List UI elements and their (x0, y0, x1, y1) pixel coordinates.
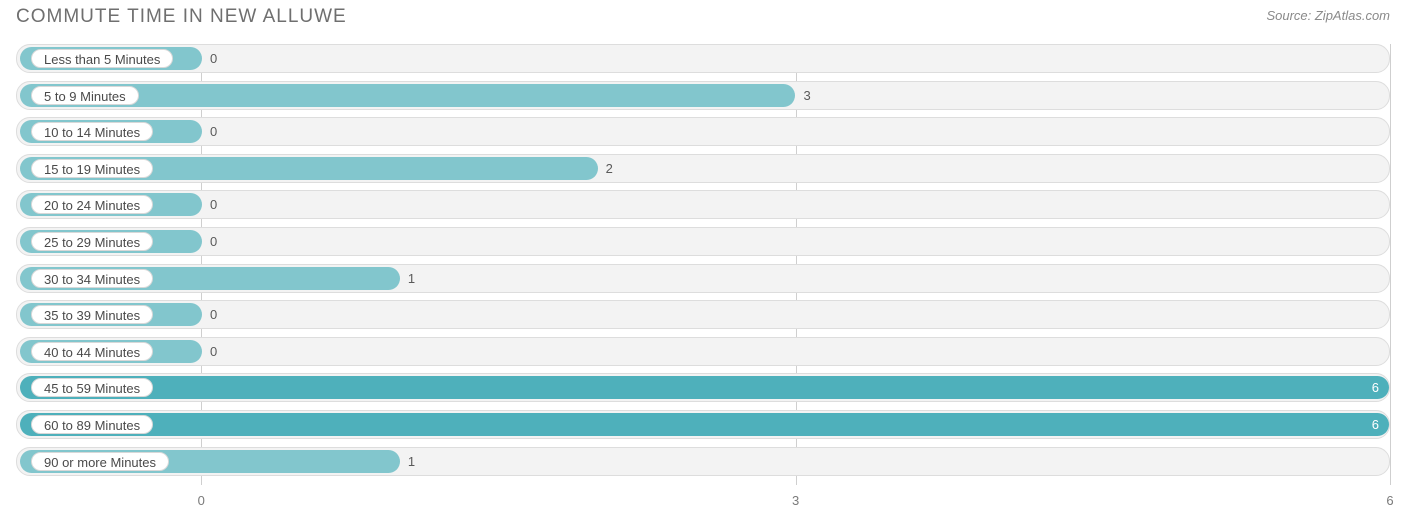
x-axis: 0 3 6 (16, 493, 1390, 513)
bar-row: 60 to 89 Minutes 6 (16, 410, 1390, 439)
value-label: 0 (210, 191, 217, 218)
category-label: 60 to 89 Minutes (31, 415, 153, 434)
chart-title: COMMUTE TIME IN NEW ALLUWE (16, 6, 347, 28)
category-label: 40 to 44 Minutes (31, 342, 153, 361)
value-label: 0 (210, 228, 217, 255)
x-axis-tick: 0 (198, 493, 205, 508)
bar-row: 25 to 29 Minutes 0 (16, 227, 1390, 256)
source-attribution: Source: ZipAtlas.com (1266, 6, 1390, 23)
value-label: 6 (1372, 374, 1379, 401)
category-label: 30 to 34 Minutes (31, 269, 153, 288)
category-label: 5 to 9 Minutes (31, 86, 139, 105)
value-label: 1 (408, 265, 415, 292)
value-label: 0 (210, 338, 217, 365)
category-label: 20 to 24 Minutes (31, 195, 153, 214)
category-label: 45 to 59 Minutes (31, 378, 153, 397)
x-axis-tick: 3 (792, 493, 799, 508)
bar-row: 10 to 14 Minutes 0 (16, 117, 1390, 146)
category-label: Less than 5 Minutes (31, 49, 173, 68)
bar (20, 376, 1389, 399)
bar (20, 413, 1389, 436)
value-label: 1 (408, 448, 415, 475)
bar-row: 15 to 19 Minutes 2 (16, 154, 1390, 183)
value-label: 2 (606, 155, 613, 182)
bar-row: 45 to 59 Minutes 6 (16, 373, 1390, 402)
bar-row: 40 to 44 Minutes 0 (16, 337, 1390, 366)
bar-row: Less than 5 Minutes 0 (16, 44, 1390, 73)
bar-rows-container: Less than 5 Minutes 0 5 to 9 Minutes 3 10 to… (16, 44, 1390, 485)
x-axis-tick: 6 (1386, 493, 1393, 508)
bar-row: 90 or more Minutes 1 (16, 447, 1390, 476)
bar-row: 20 to 24 Minutes 0 (16, 190, 1390, 219)
value-label: 0 (210, 118, 217, 145)
value-label: 3 (803, 82, 810, 109)
chart-plot-area: Less than 5 Minutes 0 5 to 9 Minutes 3 10 to… (16, 44, 1390, 485)
value-label: 0 (210, 45, 217, 72)
category-label: 35 to 39 Minutes (31, 305, 153, 324)
grid-line (1390, 44, 1391, 485)
value-label: 0 (210, 301, 217, 328)
category-label: 90 or more Minutes (31, 452, 169, 471)
category-label: 15 to 19 Minutes (31, 159, 153, 178)
bar-row: 30 to 34 Minutes 1 (16, 264, 1390, 293)
bar-row: 35 to 39 Minutes 0 (16, 300, 1390, 329)
value-label: 6 (1372, 411, 1379, 438)
category-label: 10 to 14 Minutes (31, 122, 153, 141)
bar-row: 5 to 9 Minutes 3 (16, 81, 1390, 110)
category-label: 25 to 29 Minutes (31, 232, 153, 251)
